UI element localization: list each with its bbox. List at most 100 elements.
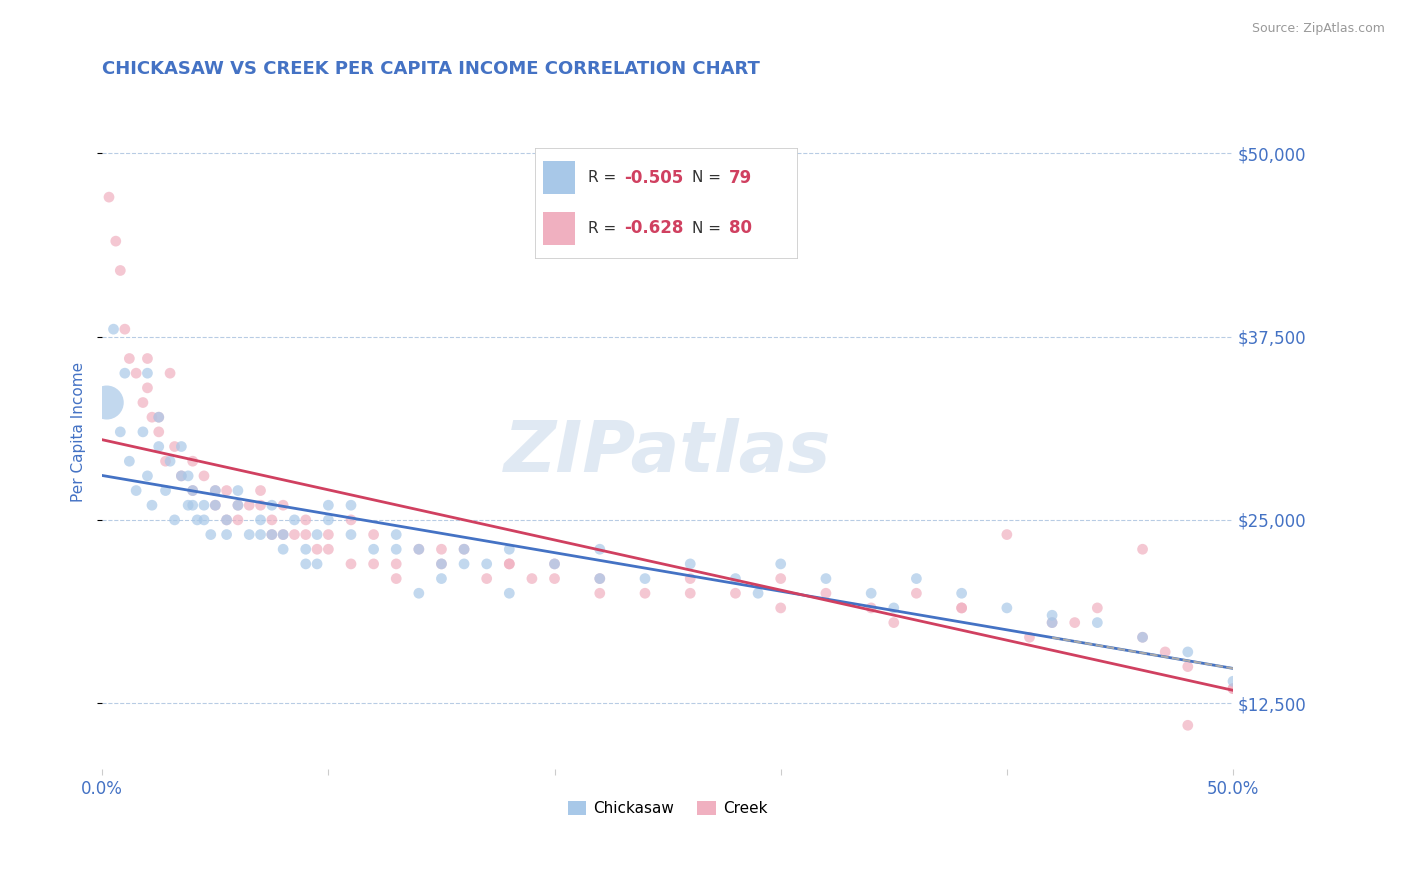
Y-axis label: Per Capita Income: Per Capita Income: [72, 362, 86, 502]
Point: [1063, 615, 1085, 630]
Text: 80: 80: [728, 219, 752, 237]
Point: [520, 572, 543, 586]
Point: [204, 498, 226, 512]
Point: [226, 498, 249, 512]
Point: [905, 572, 928, 586]
Point: [148, 440, 170, 454]
Point: [589, 572, 612, 586]
Point: [679, 572, 702, 586]
Point: [1222, 681, 1244, 696]
Point: [814, 586, 837, 600]
Point: [363, 557, 385, 571]
Text: R =: R =: [588, 170, 621, 186]
Bar: [543, 212, 575, 245]
Point: [634, 586, 657, 600]
Point: [294, 513, 316, 527]
Point: [498, 586, 520, 600]
Point: [294, 542, 316, 557]
Point: [340, 498, 363, 512]
Point: [340, 557, 363, 571]
Point: [430, 542, 453, 557]
Point: [1132, 542, 1154, 557]
Point: [1177, 659, 1199, 673]
Point: [104, 234, 127, 248]
Point: [883, 615, 905, 630]
Point: [136, 381, 159, 395]
Point: [148, 410, 170, 425]
Point: [132, 395, 155, 409]
Point: [1222, 674, 1244, 689]
Point: [453, 542, 475, 557]
Point: [226, 483, 249, 498]
Point: [294, 527, 316, 541]
Point: [385, 542, 408, 557]
Point: [249, 513, 271, 527]
Point: [136, 468, 159, 483]
Point: [769, 557, 792, 571]
Point: [215, 527, 238, 541]
Point: [170, 468, 193, 483]
Point: [307, 527, 329, 541]
Point: [318, 513, 340, 527]
Point: [110, 425, 132, 439]
Text: Source: ZipAtlas.com: Source: ZipAtlas.com: [1251, 22, 1385, 36]
Text: ZIPatlas: ZIPatlas: [503, 417, 831, 487]
Point: [283, 513, 305, 527]
Point: [226, 513, 249, 527]
Point: [271, 527, 294, 541]
Point: [181, 483, 204, 498]
Point: [283, 527, 305, 541]
Point: [950, 601, 973, 615]
Point: [430, 572, 453, 586]
Point: [260, 498, 283, 512]
Point: [543, 557, 565, 571]
Point: [1177, 718, 1199, 732]
Text: R =: R =: [588, 221, 621, 236]
Point: [141, 410, 163, 425]
Point: [408, 542, 430, 557]
Point: [589, 542, 612, 557]
Point: [318, 542, 340, 557]
Point: [769, 601, 792, 615]
Point: [769, 572, 792, 586]
Point: [385, 527, 408, 541]
Point: [271, 498, 294, 512]
Point: [1132, 630, 1154, 644]
Point: [177, 498, 200, 512]
Point: [1154, 645, 1177, 659]
Point: [363, 527, 385, 541]
Point: [883, 601, 905, 615]
Point: [204, 483, 226, 498]
Point: [215, 513, 238, 527]
Point: [498, 557, 520, 571]
Point: [430, 557, 453, 571]
Point: [155, 454, 177, 468]
Point: [170, 440, 193, 454]
Point: [294, 557, 316, 571]
Point: [226, 498, 249, 512]
Text: -0.628: -0.628: [624, 219, 683, 237]
Point: [543, 557, 565, 571]
Point: [204, 498, 226, 512]
Point: [96, 395, 118, 409]
Point: [110, 263, 132, 277]
Point: [1040, 608, 1063, 623]
Point: [159, 366, 181, 380]
Point: [408, 542, 430, 557]
Point: [453, 557, 475, 571]
Point: [177, 468, 200, 483]
Point: [747, 586, 769, 600]
Point: [125, 483, 148, 498]
Point: [318, 527, 340, 541]
Point: [155, 483, 177, 498]
Point: [148, 425, 170, 439]
Text: CHICKASAW VS CREEK PER CAPITA INCOME CORRELATION CHART: CHICKASAW VS CREEK PER CAPITA INCOME COR…: [103, 60, 761, 78]
Point: [98, 190, 121, 204]
Point: [724, 586, 747, 600]
Point: [318, 498, 340, 512]
Point: [148, 410, 170, 425]
Point: [1085, 601, 1108, 615]
Point: [181, 483, 204, 498]
Point: [170, 468, 193, 483]
Point: [340, 513, 363, 527]
